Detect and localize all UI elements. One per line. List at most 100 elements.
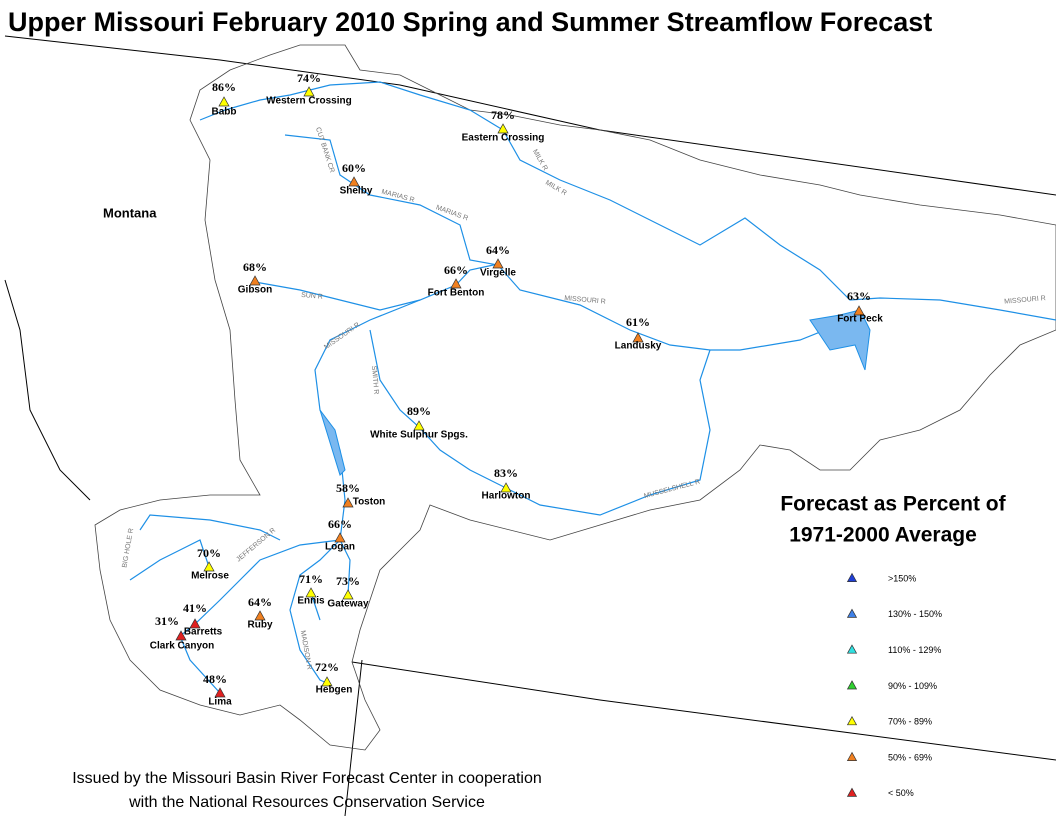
- station-name: Ruby: [248, 620, 273, 631]
- state-label: Montana: [103, 205, 157, 220]
- station-marker: [203, 561, 215, 572]
- title: Upper Missouri February 2010 Spring and …: [8, 7, 932, 37]
- station-marker: [189, 618, 201, 629]
- reservoir: [319, 409, 346, 476]
- station-name: Gateway: [327, 599, 369, 610]
- legend-label: < 50%: [888, 788, 914, 798]
- station-marker: [254, 610, 266, 621]
- river-label: MADISON R: [299, 630, 313, 670]
- station-percent: 64%: [486, 243, 510, 257]
- station-marker: [846, 644, 858, 654]
- station-marker: [342, 497, 354, 508]
- river-label: CUT BANK CR: [314, 127, 335, 174]
- station-marker: [342, 589, 354, 600]
- river: [179, 539, 341, 694]
- station-percent: 70%: [197, 546, 221, 560]
- station-name: Shelby: [340, 186, 373, 197]
- station-marker: [348, 176, 360, 187]
- river-label: BIG HOLE R: [121, 528, 135, 569]
- station-name: Fort Benton: [428, 288, 485, 299]
- station-name: Virgelle: [480, 268, 516, 279]
- station-marker: [218, 96, 230, 107]
- river-label: MISSOURI R: [564, 295, 606, 306]
- river: [199, 81, 1056, 321]
- station-name: Melrose: [191, 571, 229, 582]
- station-marker: [500, 482, 512, 493]
- river: [284, 134, 861, 351]
- state-border: [351, 661, 1056, 761]
- station-name: White Sulphur Spgs.: [370, 430, 468, 441]
- legend-label: 50% - 69%: [888, 752, 932, 762]
- station-percent: 61%: [626, 315, 650, 329]
- station-percent: 68%: [243, 260, 267, 274]
- river-label: MARIAS R: [381, 189, 416, 205]
- river-label: MISSOURI R: [323, 321, 361, 351]
- legend-label: 110% - 129%: [888, 645, 941, 655]
- legend-title: 1971-2000 Average: [789, 524, 977, 547]
- station-marker: [846, 572, 858, 582]
- station-marker: [632, 332, 644, 343]
- station-marker: [305, 587, 317, 598]
- river-label: MISSOURI R: [1004, 295, 1046, 306]
- station-marker: [450, 278, 462, 289]
- station-percent: 71%: [299, 572, 323, 586]
- river-label: SMITH R: [370, 365, 379, 394]
- station-percent: 86%: [212, 80, 236, 94]
- station-marker: [846, 715, 858, 726]
- station-name: Fort Peck: [837, 314, 883, 325]
- station-name: Landusky: [615, 341, 662, 352]
- station-name: Gibson: [238, 285, 272, 296]
- state-border: [4, 35, 1056, 196]
- station-percent: 58%: [336, 481, 360, 495]
- state-border: [4, 279, 91, 501]
- river: [369, 329, 711, 516]
- station-name: Harlowton: [482, 491, 531, 502]
- station-percent: 73%: [336, 574, 360, 588]
- station-name: Western Crossing: [266, 96, 351, 107]
- legend-label: 130% - 150%: [888, 609, 942, 619]
- station-marker: [497, 123, 509, 134]
- river: [129, 514, 281, 581]
- station-marker: [334, 532, 346, 543]
- station-percent: 41%: [183, 601, 207, 615]
- basin-outline: [94, 44, 1056, 751]
- station-name: Babb: [212, 107, 237, 118]
- station-percent: 60%: [342, 161, 366, 175]
- station-marker: [321, 676, 333, 687]
- station-marker: [846, 608, 858, 618]
- station-name: Clark Canyon: [150, 641, 214, 652]
- station-name: Ennis: [297, 596, 325, 607]
- station-percent: 78%: [491, 108, 515, 122]
- station-percent: 72%: [315, 660, 339, 674]
- legend-label: 90% - 109%: [888, 681, 937, 691]
- legend-label: >150%: [888, 573, 916, 583]
- station-percent: 31%: [155, 614, 179, 628]
- footer: Issued by the Missouri Basin River Forec…: [72, 770, 542, 787]
- station-percent: 83%: [494, 466, 518, 480]
- station-percent: 63%: [847, 289, 871, 303]
- river-label: MARIAS R: [435, 204, 469, 222]
- river-label: MUSSELSHELL R: [643, 478, 701, 500]
- station-percent: 66%: [328, 517, 352, 531]
- station-percent: 89%: [407, 404, 431, 418]
- river-label: MILK R: [531, 148, 549, 172]
- station-percent: 64%: [248, 595, 272, 609]
- station-marker: [249, 275, 261, 286]
- reservoir: [809, 309, 871, 371]
- legend-title: Forecast as Percent of: [780, 493, 1006, 516]
- station-marker: [175, 630, 187, 641]
- footer: with the National Resources Conservation…: [128, 794, 485, 811]
- station-name: Lima: [208, 697, 232, 708]
- station-name: Hebgen: [316, 685, 353, 696]
- station-name: Logan: [325, 542, 355, 553]
- river: [289, 299, 421, 684]
- river-label: JEFFERSON R: [235, 527, 277, 564]
- legend-label: 70% - 89%: [888, 717, 932, 727]
- station-name: Toston: [353, 497, 386, 508]
- river: [310, 539, 351, 621]
- station-marker: [853, 305, 865, 316]
- station-marker: [492, 258, 504, 269]
- station-name: Barretts: [184, 627, 223, 638]
- state-border: [344, 659, 363, 816]
